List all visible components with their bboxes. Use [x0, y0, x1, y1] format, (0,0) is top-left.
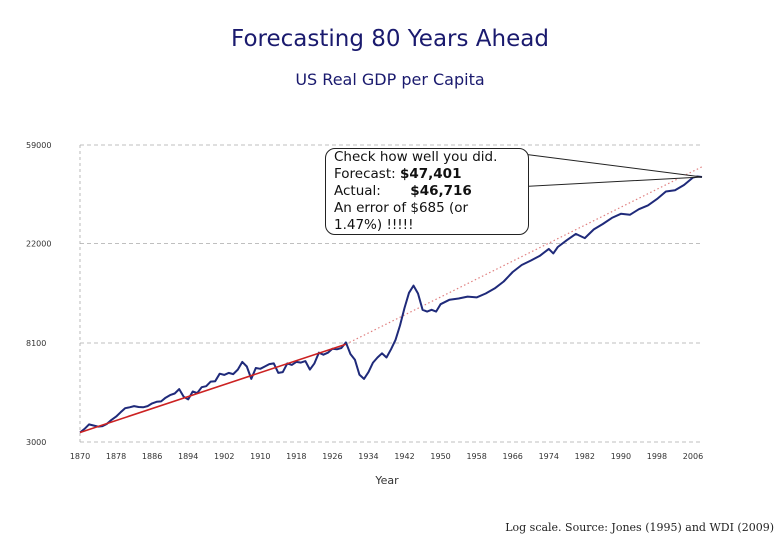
x-tick-label: 2006	[683, 452, 703, 461]
x-tick-label: 1998	[647, 452, 667, 461]
x-tick-label: 1958	[466, 452, 486, 461]
x-tick-label: 1982	[575, 452, 595, 461]
series	[79, 166, 703, 434]
x-tick-label: 1894	[178, 452, 198, 461]
callout-pointer-wedge	[514, 152, 703, 188]
x-tick-label: 1918	[286, 452, 306, 461]
callout-error-pct: 1.47%) !!!!!	[334, 217, 414, 233]
x-tick-label: 1902	[214, 452, 234, 461]
x-tick-label: 1974	[539, 452, 559, 461]
x-tick-label: 1950	[430, 452, 450, 461]
gridlines	[79, 144, 702, 443]
callout-forecast-row: Forecast: $47,401	[334, 166, 524, 183]
x-tick-label: 1942	[394, 452, 414, 461]
callout-actual-row: Actual: $46,716	[334, 183, 524, 200]
actual-value: $46,716	[410, 183, 472, 199]
callout-line1: Check how well you did.	[334, 149, 498, 165]
actual-gdp-line	[79, 175, 703, 434]
actual-label: Actual:	[334, 183, 381, 199]
forecast-label: Forecast:	[334, 166, 396, 182]
x-tick-label: 1886	[142, 452, 162, 461]
x-tick-label: 1990	[611, 452, 631, 461]
forecast-value: $47,401	[399, 166, 462, 182]
x-tick-label: 1878	[106, 452, 126, 461]
axes: 3000 8100 22000 59000 1870 1878 1886 1894 1902 19…	[26, 141, 703, 487]
x-tick-label: 1934	[358, 452, 378, 461]
callout-error-line: An error of $685 (or	[334, 200, 469, 216]
y-tick-label: 59000	[26, 141, 51, 150]
source-note: Log scale. Source: Jones (1995) and WDI …	[505, 521, 774, 534]
y-tick-label: 22000	[26, 239, 51, 248]
x-tick-label: 1966	[503, 452, 523, 461]
x-tick-label: 1870	[70, 452, 90, 461]
x-axis-label: Year	[374, 474, 399, 487]
x-tick-label: 1926	[322, 452, 342, 461]
trend-line	[79, 343, 347, 434]
y-tick-label: 8100	[26, 339, 46, 348]
slide-subtitle: US Real GDP per Capita	[295, 70, 485, 89]
x-tick-label: 1910	[250, 452, 270, 461]
callout-box: Check how well you did. Forecast: $47,40…	[325, 148, 529, 235]
callout-pointer	[514, 152, 703, 188]
slide-title: Forecasting 80 Years Ahead	[231, 26, 549, 52]
y-tick-label: 3000	[26, 438, 46, 447]
